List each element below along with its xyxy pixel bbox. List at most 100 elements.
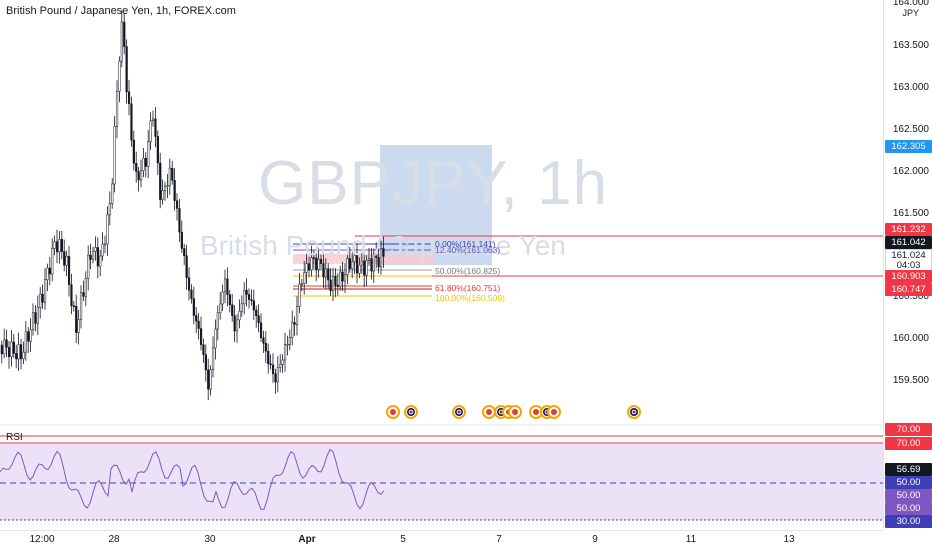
- candle-body: [0, 344, 3, 355]
- event-dot-icon[interactable]: [386, 405, 400, 419]
- rsi-badge-upper-2: 70.00: [885, 437, 932, 450]
- candle-body: [219, 303, 222, 313]
- price-badge-resistance: 161.232: [885, 223, 932, 236]
- candle-body: [94, 247, 97, 252]
- rsi-badge-mid-3: 50.00: [885, 502, 932, 515]
- candle-body: [375, 253, 378, 258]
- candle-body: [377, 257, 380, 268]
- candle-body: [87, 254, 90, 279]
- event-dot-icon[interactable]: [508, 405, 522, 419]
- rsi-badge-upper: 70.00: [885, 423, 932, 436]
- candle-body: [161, 190, 164, 200]
- candle-body: [63, 251, 66, 266]
- candle-body: [336, 284, 339, 287]
- candle-body: [327, 268, 330, 281]
- fib-label-100: 100.00%(160.509): [435, 293, 505, 303]
- candle-body: [216, 312, 219, 330]
- candle-body: [211, 347, 215, 371]
- candle-body: [166, 185, 169, 187]
- candle-body: [226, 278, 229, 295]
- candle-body: [276, 366, 279, 383]
- candle-body: [115, 91, 119, 127]
- candle-body: [19, 344, 23, 360]
- candle-body: [31, 312, 35, 331]
- candle-body: [53, 241, 56, 249]
- rsi-pane-label[interactable]: RSI: [6, 432, 23, 443]
- candle-body: [322, 263, 325, 278]
- candle-body: [142, 158, 145, 171]
- candle-body: [123, 21, 126, 47]
- candle-body: [48, 267, 51, 275]
- candle-body: [151, 118, 155, 121]
- event-dot-icon[interactable]: [547, 405, 561, 419]
- price-label: 163.000: [892, 82, 929, 93]
- candle-body: [91, 251, 95, 260]
- candle-body: [127, 91, 131, 105]
- rsi-band: [0, 443, 883, 520]
- candle-body: [103, 243, 107, 246]
- rsi-value-badge: 56.69: [885, 463, 932, 476]
- chart-title[interactable]: British Pound / Japanese Yen, 1h, FOREX.…: [6, 5, 236, 17]
- price-chart-canvas[interactable]: [0, 0, 883, 530]
- candle-body: [3, 339, 6, 355]
- candle-body: [106, 214, 109, 245]
- candle-body: [209, 369, 212, 390]
- candle-body: [214, 328, 217, 349]
- candle-body: [65, 256, 68, 266]
- candle-body: [34, 312, 37, 324]
- time-label: 9: [592, 534, 598, 545]
- time-label: 5: [400, 534, 406, 545]
- event-uk-flag-icon[interactable]: [404, 405, 418, 419]
- candle-body: [295, 306, 299, 325]
- rsi-badge-mid-2: 50.00: [885, 489, 932, 502]
- candle-body: [130, 103, 133, 141]
- candle-body: [329, 279, 332, 292]
- candle-body: [283, 344, 287, 361]
- highlight-rectangle[interactable]: [380, 145, 492, 265]
- candle-body: [187, 277, 191, 291]
- candle-body: [312, 257, 315, 259]
- current-price-badge: 161.024 04:03: [885, 249, 932, 271]
- candle-body: [363, 260, 366, 276]
- rsi-badge-mid: 50.00: [885, 476, 932, 489]
- candle-body: [46, 267, 49, 280]
- candle-body: [43, 279, 47, 303]
- candle-body: [108, 203, 111, 216]
- candle-body: [228, 294, 231, 306]
- candle-body: [262, 337, 265, 344]
- candle-body: [252, 300, 255, 311]
- candle-body: [173, 180, 176, 201]
- candle-body: [29, 329, 32, 342]
- candle-body: [264, 342, 267, 352]
- candle-body: [60, 239, 63, 252]
- event-uk-flag-icon[interactable]: [627, 405, 641, 419]
- candle-body: [199, 328, 203, 345]
- candle-body: [305, 263, 308, 273]
- candle-body: [113, 126, 116, 185]
- candle-body: [235, 319, 239, 332]
- fib-label-61: 61.80%(160.751): [435, 283, 501, 293]
- candle-body: [72, 305, 75, 308]
- candle-body: [163, 185, 167, 191]
- candle-body: [223, 278, 227, 293]
- event-uk-flag-icon[interactable]: [452, 405, 466, 419]
- price-label: 162.500: [892, 124, 929, 135]
- price-badge-high: 161.042: [885, 236, 932, 249]
- candle-body: [202, 344, 205, 355]
- candle-body: [36, 307, 39, 324]
- time-label: 11: [685, 534, 697, 545]
- candle-body: [382, 248, 385, 257]
- time-axis[interactable]: 12:00 28 30 Apr 5 7 9 11 13: [0, 530, 883, 550]
- candle-body: [379, 248, 383, 268]
- candle-body: [269, 363, 272, 366]
- candle-body: [156, 136, 159, 164]
- fib-label-50: 50.00%(160.825): [435, 266, 501, 276]
- candle-body: [79, 292, 83, 320]
- candle-body: [353, 255, 356, 263]
- candle-body: [125, 46, 128, 93]
- candle-body: [279, 364, 282, 368]
- price-label: 160.000: [892, 333, 929, 344]
- price-badge-support: 160.903: [885, 270, 932, 283]
- candle-body: [195, 315, 198, 322]
- rsi-badge-lower: 30.00: [885, 515, 932, 528]
